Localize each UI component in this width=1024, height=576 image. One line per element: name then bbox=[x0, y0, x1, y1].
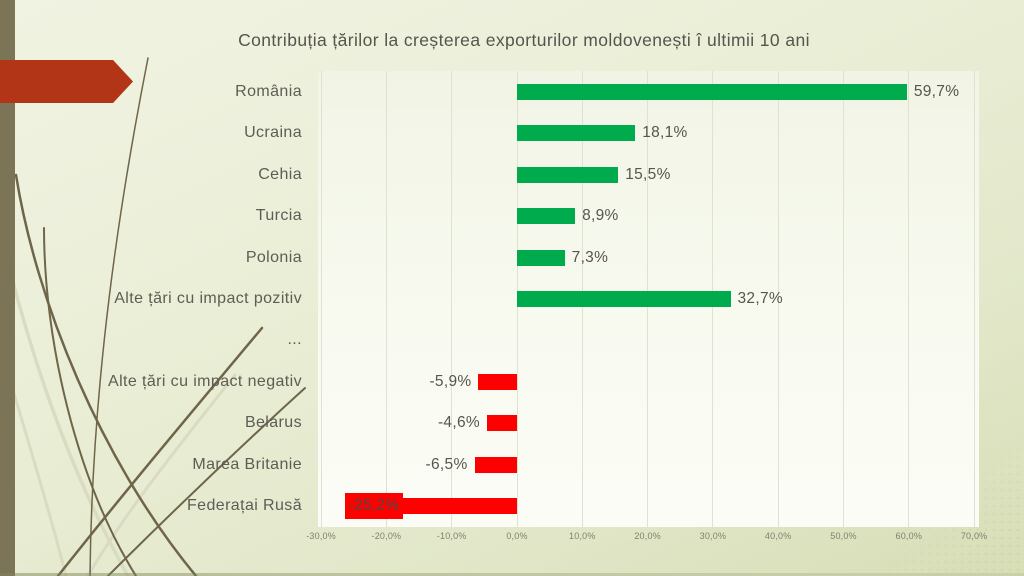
category-label: Federațai Rusă bbox=[187, 497, 302, 515]
x-axis-tick-label: -10,0% bbox=[436, 531, 467, 541]
gridline bbox=[385, 71, 387, 527]
bar bbox=[517, 290, 731, 307]
value-label: 15,5% bbox=[625, 165, 671, 183]
gridline bbox=[320, 71, 322, 527]
bottom-edge-line bbox=[0, 573, 1024, 576]
gridline bbox=[777, 71, 779, 527]
x-axis-tick-label: 70,0% bbox=[960, 531, 988, 541]
bar bbox=[486, 415, 517, 432]
value-label: -4,6% bbox=[437, 414, 480, 432]
gridline bbox=[843, 71, 844, 527]
value-label: 8,9% bbox=[582, 207, 619, 225]
bar bbox=[517, 125, 636, 142]
category-label: Belarus bbox=[244, 414, 302, 432]
x-axis-tick-label: -20,0% bbox=[371, 531, 402, 541]
category-label: Marea Britanie bbox=[192, 455, 302, 473]
gridline bbox=[908, 71, 910, 527]
value-label: -5,9% bbox=[429, 372, 472, 390]
value-label: 7,3% bbox=[571, 248, 609, 266]
x-axis-tick-label: 20,0% bbox=[634, 531, 661, 541]
left-accent-strip bbox=[0, 0, 15, 576]
vine-curve-dark bbox=[56, 326, 264, 576]
category-label: Alte țări cu impact negativ bbox=[108, 372, 302, 390]
bar bbox=[474, 456, 517, 473]
x-axis-tick-label: 60,0% bbox=[895, 531, 923, 541]
gridline bbox=[451, 71, 453, 527]
x-axis-tick-label: -30,0% bbox=[306, 531, 336, 541]
bar bbox=[517, 208, 576, 225]
vine-curve-dark bbox=[89, 57, 149, 576]
bar bbox=[517, 249, 565, 266]
x-axis-tick-label: 40,0% bbox=[764, 531, 792, 541]
category-label: România bbox=[235, 82, 302, 100]
category-label: ... bbox=[287, 331, 302, 349]
value-label: 59,7% bbox=[913, 82, 960, 100]
red-arrow-decoration bbox=[0, 60, 133, 103]
value-label: -6,5% bbox=[425, 455, 468, 473]
x-axis-tick-label: 50,0% bbox=[830, 531, 857, 541]
bar bbox=[517, 83, 907, 100]
category-label: Ucraina bbox=[244, 124, 302, 142]
category-label: Alte țări cu impact pozitiv bbox=[114, 289, 302, 307]
chart-title: Contribuția țărilor la creșterea exportu… bbox=[238, 30, 810, 50]
category-label: Cehia bbox=[258, 165, 302, 183]
x-axis-tick-label: 30,0% bbox=[699, 531, 727, 541]
bar bbox=[517, 166, 619, 183]
value-label: 18,1% bbox=[642, 124, 688, 142]
vine-curve-dark bbox=[107, 387, 306, 576]
value-label: 32,7% bbox=[737, 289, 783, 307]
category-label: Polonia bbox=[245, 248, 302, 266]
gridline bbox=[973, 71, 975, 527]
bar bbox=[478, 373, 517, 390]
vine-curve-dark bbox=[43, 227, 137, 576]
value-label: -25,2% bbox=[345, 493, 404, 520]
x-axis-tick-label: 10,0% bbox=[569, 531, 596, 541]
vine-curve-light bbox=[86, 373, 237, 576]
x-axis-tick-label: 0,0% bbox=[506, 531, 528, 541]
category-label: Turcia bbox=[255, 207, 302, 225]
